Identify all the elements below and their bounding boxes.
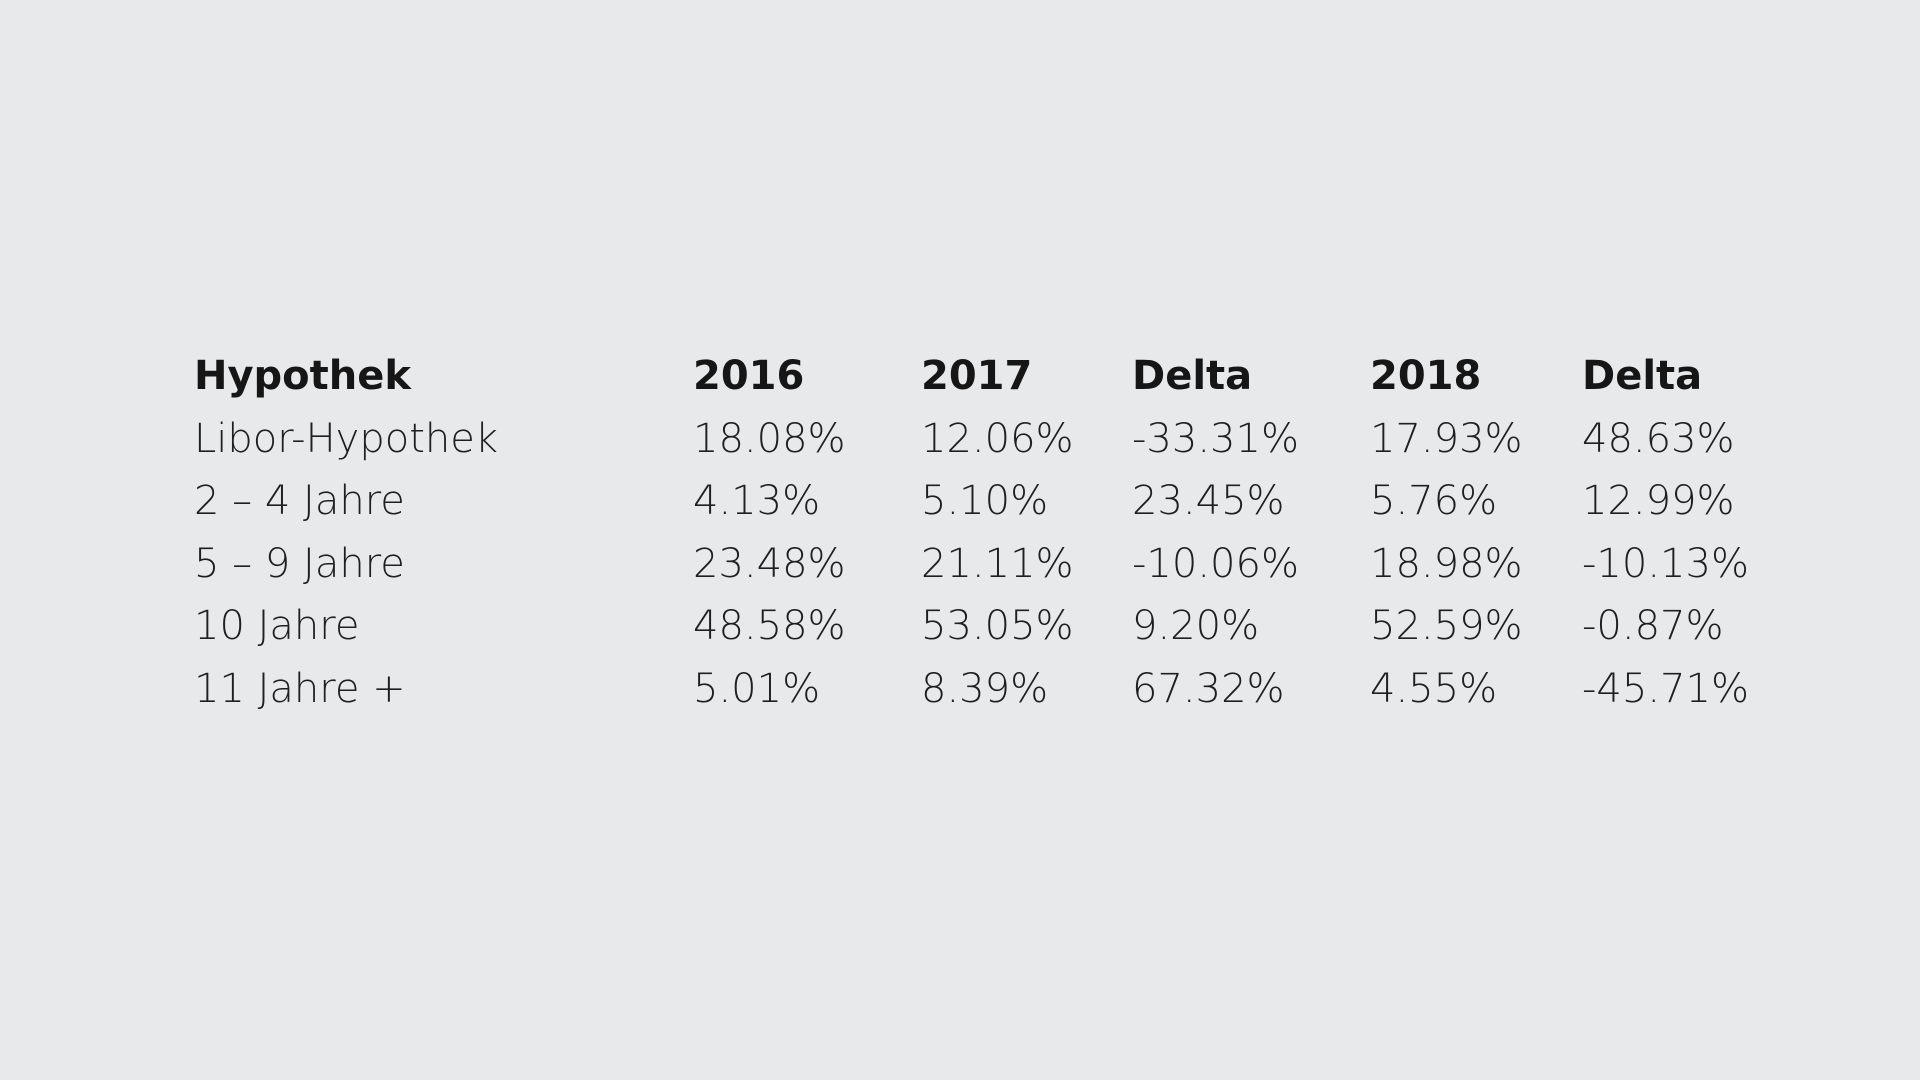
row-label: 2 – 4 Jahre (194, 478, 405, 524)
header-2016: 2016 (693, 353, 805, 399)
cell-delta-2017: -33.31% (1132, 415, 1299, 462)
cell-delta-2018: 12.99% (1582, 478, 1735, 524)
cell-2016: 48.58% (693, 603, 846, 649)
cell-delta-2017: 9.20% (1132, 603, 1260, 649)
cell-2016: 5.01% (693, 665, 821, 712)
cell-2016: 4.13% (693, 478, 821, 524)
mortgage-table-container: Hypothek 2016 2017 Delta 2018 Delta Libo… (194, 345, 1749, 720)
cell-2017: 12.06% (921, 415, 1074, 462)
table-row: Libor-Hypothek 18.08% 12.06% -33.31% 17.… (194, 408, 1749, 471)
row-label: 11 Jahre + (194, 665, 406, 712)
table-row: 5 – 9 Jahre 23.48% 21.11% -10.06% 18.98%… (194, 533, 1749, 596)
cell-2017: 8.39% (921, 665, 1049, 712)
cell-delta-2017: -10.06% (1132, 540, 1299, 587)
cell-2017: 5.10% (921, 478, 1049, 524)
header-delta-2017: Delta (1132, 353, 1253, 399)
table-row: 2 – 4 Jahre 4.13% 5.10% 23.45% 5.76% 12.… (194, 470, 1749, 533)
cell-delta-2017: 23.45% (1132, 478, 1285, 524)
cell-2018: 18.98% (1370, 540, 1523, 587)
cell-2018: 52.59% (1370, 603, 1523, 649)
header-2017: 2017 (921, 353, 1033, 399)
cell-2018: 17.93% (1370, 415, 1523, 462)
row-label: 5 – 9 Jahre (194, 540, 405, 587)
cell-2018: 4.55% (1370, 665, 1498, 712)
header-row: Hypothek 2016 2017 Delta 2018 Delta (194, 345, 1749, 408)
table-body: Libor-Hypothek 18.08% 12.06% -33.31% 17.… (194, 408, 1749, 721)
cell-2017: 21.11% (921, 540, 1074, 587)
cell-2016: 23.48% (693, 540, 846, 587)
cell-delta-2018: -10.13% (1582, 540, 1749, 587)
cell-delta-2018: -0.87% (1582, 603, 1724, 649)
row-label: Libor-Hypothek (194, 415, 499, 462)
mortgage-share-table: Hypothek 2016 2017 Delta 2018 Delta Libo… (194, 345, 1749, 720)
cell-2016: 18.08% (693, 415, 846, 462)
table-row: 11 Jahre + 5.01% 8.39% 67.32% 4.55% -45.… (194, 658, 1749, 721)
table-header: Hypothek 2016 2017 Delta 2018 Delta (194, 345, 1749, 408)
cell-2017: 53.05% (921, 603, 1074, 649)
row-label: 10 Jahre (194, 603, 360, 649)
header-delta-2018: Delta (1582, 353, 1703, 399)
cell-delta-2018: 48.63% (1582, 415, 1735, 462)
cell-delta-2018: -45.71% (1582, 665, 1749, 712)
cell-2018: 5.76% (1370, 478, 1498, 524)
header-hypothek: Hypothek (194, 353, 411, 399)
cell-delta-2017: 67.32% (1132, 665, 1285, 712)
table-row: 10 Jahre 48.58% 53.05% 9.20% 52.59% -0.8… (194, 595, 1749, 658)
header-2018: 2018 (1370, 353, 1482, 399)
